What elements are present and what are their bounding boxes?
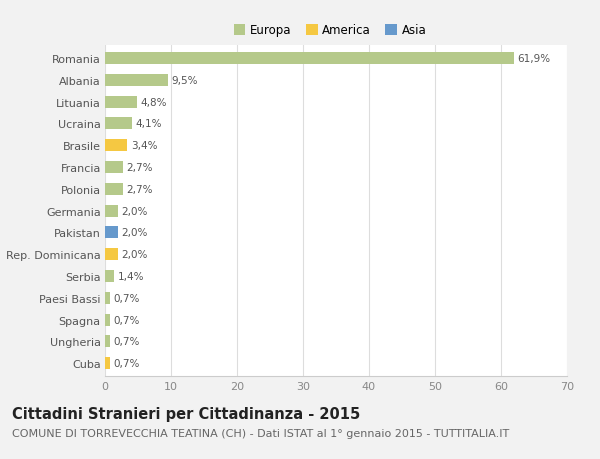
Bar xyxy=(105,336,110,347)
Text: 2,7%: 2,7% xyxy=(126,185,152,195)
Text: 1,4%: 1,4% xyxy=(118,271,144,281)
Text: 2,0%: 2,0% xyxy=(121,250,148,260)
Bar xyxy=(105,314,110,326)
Bar xyxy=(105,53,514,65)
Text: 2,0%: 2,0% xyxy=(121,206,148,216)
Text: 0,7%: 0,7% xyxy=(113,358,139,368)
Bar xyxy=(105,162,123,174)
Bar xyxy=(105,270,114,282)
Text: 3,4%: 3,4% xyxy=(131,141,157,151)
Text: 4,1%: 4,1% xyxy=(136,119,162,129)
Bar xyxy=(105,96,137,108)
Text: 0,7%: 0,7% xyxy=(113,315,139,325)
Text: Cittadini Stranieri per Cittadinanza - 2015: Cittadini Stranieri per Cittadinanza - 2… xyxy=(12,406,360,421)
Bar xyxy=(105,75,168,87)
Text: 2,0%: 2,0% xyxy=(121,228,148,238)
Text: 0,7%: 0,7% xyxy=(113,336,139,347)
Bar xyxy=(105,118,132,130)
Bar xyxy=(105,227,118,239)
Text: 9,5%: 9,5% xyxy=(171,76,197,86)
Bar xyxy=(105,140,127,152)
Text: 61,9%: 61,9% xyxy=(517,54,550,64)
Text: 0,7%: 0,7% xyxy=(113,293,139,303)
Legend: Europa, America, Asia: Europa, America, Asia xyxy=(229,20,431,42)
Bar xyxy=(105,205,118,217)
Text: COMUNE DI TORREVECCHIA TEATINA (CH) - Dati ISTAT al 1° gennaio 2015 - TUTTITALIA: COMUNE DI TORREVECCHIA TEATINA (CH) - Da… xyxy=(12,428,509,438)
Bar xyxy=(105,249,118,261)
Bar xyxy=(105,184,123,196)
Bar xyxy=(105,358,110,369)
Text: 2,7%: 2,7% xyxy=(126,162,152,173)
Bar xyxy=(105,292,110,304)
Text: 4,8%: 4,8% xyxy=(140,97,166,107)
